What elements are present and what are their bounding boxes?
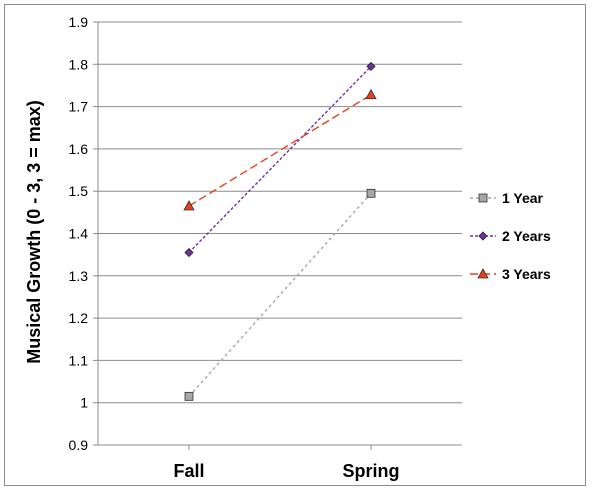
series-group [184,62,376,400]
legend-marker-1 [479,232,487,240]
series-1-year [185,189,375,400]
series-line-0 [189,193,371,396]
data-point-2-1 [366,90,376,99]
y-axis-label: Musical Growth (0 - 3, 3 = max) [24,100,44,364]
y-tick-label-5: 1.4 [69,226,89,242]
y-tick-label-2: 1.1 [69,352,89,368]
y-tick-label-1: 1 [80,395,88,411]
legend-label-0: 1 Year [502,190,544,206]
y-tick-label-6: 1.5 [69,183,89,199]
y-tick-label-4: 1.3 [69,268,89,284]
x-category-labels: Fall Spring [173,461,399,481]
gridlines [98,22,462,445]
data-point-2-0 [184,201,194,210]
y-tick-label-10: 1.9 [69,14,89,30]
y-tick-label-7: 1.6 [69,141,89,157]
legend-marker-0 [479,194,487,202]
x-category-label-spring: Spring [343,461,400,481]
y-tick-label-0: 0.9 [69,437,89,453]
series-2-years [185,62,375,256]
legend-label-2: 3 Years [502,266,551,282]
series-line-1 [189,66,371,252]
y-tick-label-8: 1.7 [69,99,89,115]
series-line-2 [189,95,371,206]
legend-label-1: 2 Years [502,228,551,244]
series-3-years [184,90,376,210]
legend-item-1: 2 Years [470,228,551,244]
data-point-0-0 [185,392,193,400]
legend-item-0: 1 Year [470,190,544,206]
axes [93,22,462,450]
x-category-label-fall: Fall [173,461,204,481]
data-point-1-0 [185,249,193,257]
legend: 1 Year 2 Years 3 Years [470,190,551,282]
y-tick-labels: 0.9 1 1.1 1.2 1.3 1.4 1.5 1.6 1.7 1.8 1.9 [69,14,89,453]
legend-item-2: 3 Years [470,266,551,282]
y-tick-label-3: 1.2 [69,310,89,326]
y-tick-label-9: 1.8 [69,56,89,72]
data-point-0-1 [367,189,375,197]
